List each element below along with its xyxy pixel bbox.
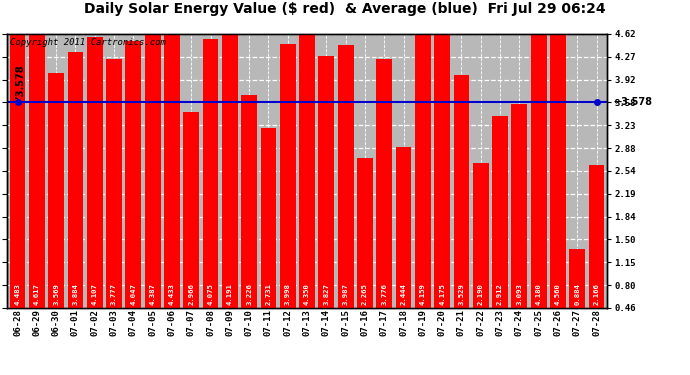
Bar [337,45,353,308]
Bar [511,104,527,308]
Text: 3.884: 3.884 [72,283,79,305]
Bar [280,44,295,308]
Bar [357,159,373,308]
Bar [222,32,238,308]
Text: 2.190: 2.190 [477,283,484,305]
Text: 4.560: 4.560 [555,283,561,305]
Text: ’3.578: ’3.578 [16,64,26,99]
Bar [395,147,411,308]
Bar [415,34,431,308]
Text: 3.093: 3.093 [516,283,522,305]
Text: Daily Solar Energy Value ($ red)  & Average (blue)  Fri Jul 29 06:24: Daily Solar Energy Value ($ red) & Avera… [84,2,606,16]
Bar [126,41,141,308]
Bar [184,112,199,308]
Text: 4.107: 4.107 [92,283,98,305]
Text: 3.529: 3.529 [458,283,464,305]
Bar [569,249,585,308]
Text: 3.987: 3.987 [343,283,348,305]
Bar [376,59,392,308]
Bar [68,52,83,308]
Text: 2.912: 2.912 [497,283,503,305]
Bar [48,73,64,308]
Text: 4.617: 4.617 [34,283,40,305]
Bar [164,16,180,307]
Text: 3.226: 3.226 [246,283,252,305]
Text: 4.047: 4.047 [130,283,137,305]
Text: 4.075: 4.075 [208,283,213,305]
Text: 2.444: 2.444 [401,283,406,305]
Text: 2.166: 2.166 [593,283,600,305]
Text: 4.175: 4.175 [439,283,445,305]
Bar [203,39,219,308]
Bar [261,128,277,308]
Text: 0.884: 0.884 [574,283,580,305]
Text: 3.827: 3.827 [324,283,329,305]
Bar [453,75,469,308]
Bar [299,21,315,307]
Bar [10,12,26,307]
Bar [106,59,122,308]
Text: 3.998: 3.998 [285,283,290,305]
Text: 4.180: 4.180 [535,283,542,305]
Bar [531,32,546,308]
Bar [550,8,566,308]
Text: 4.191: 4.191 [227,283,233,305]
Text: Copyright 2011 Cartronics.com: Copyright 2011 Cartronics.com [10,38,166,47]
Text: ←3.578: ←3.578 [613,98,652,107]
Text: 2.731: 2.731 [266,283,271,305]
Text: 4.350: 4.350 [304,283,310,305]
Text: 3.777: 3.777 [111,283,117,305]
Bar [589,165,604,308]
Text: 4.433: 4.433 [169,283,175,305]
Bar [29,4,45,308]
Bar [319,56,334,308]
Bar [87,37,103,308]
Text: 4.387: 4.387 [150,283,156,305]
Bar [434,33,450,308]
Text: 4.483: 4.483 [14,283,21,305]
Text: 4.159: 4.159 [420,283,426,305]
Bar [241,95,257,308]
Text: 2.265: 2.265 [362,283,368,305]
Bar [492,116,508,308]
Text: 2.966: 2.966 [188,283,195,305]
Text: 3.776: 3.776 [382,283,387,305]
Bar [473,164,489,308]
Bar [145,19,161,307]
Text: 3.569: 3.569 [53,283,59,305]
